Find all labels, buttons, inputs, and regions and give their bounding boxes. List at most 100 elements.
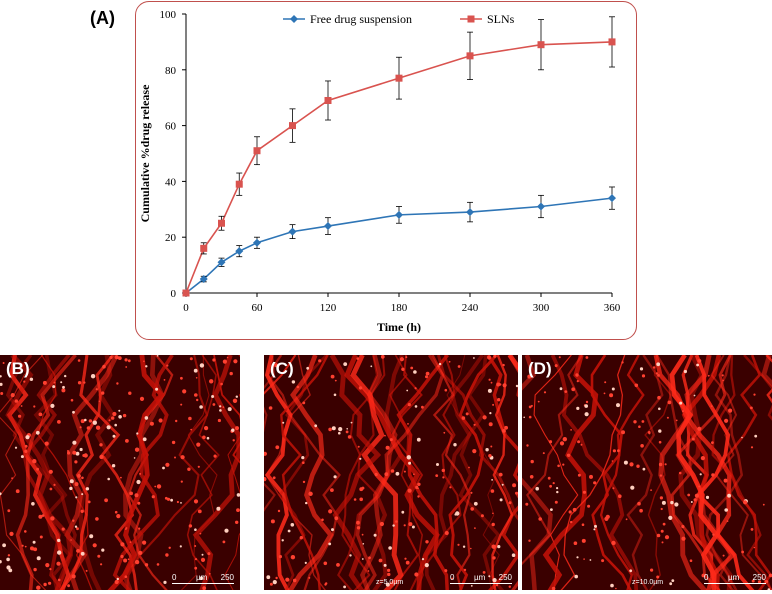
fluorescent-particle <box>50 516 55 521</box>
fluorescent-particle <box>129 491 134 496</box>
fluorescent-particle <box>118 415 122 419</box>
fluorescent-particle <box>275 445 280 450</box>
fluorescent-particle <box>570 520 573 524</box>
fluorescent-particle <box>610 583 614 588</box>
fluorescent-particle <box>693 498 697 502</box>
fluorescent-particle <box>511 553 516 557</box>
fluorescent-particle <box>414 572 419 577</box>
data-point <box>289 122 296 130</box>
fluorescent-particle <box>666 416 669 419</box>
fluorescent-particle <box>57 420 61 424</box>
micrograph-d: (D) z=10.0µm 0 µm 250 <box>522 355 772 590</box>
fluorescent-particle <box>57 538 61 543</box>
fluorescent-particle <box>661 541 664 544</box>
fluorescent-particle <box>76 527 79 531</box>
fluorescent-particle <box>576 556 579 559</box>
fluorescent-particle <box>575 373 579 377</box>
fluorescent-particle <box>69 479 74 484</box>
fluorescent-particle <box>443 431 446 434</box>
fluorescent-particle <box>449 486 452 489</box>
fluorescent-particle <box>681 525 685 529</box>
fluorescent-particle <box>282 421 285 424</box>
fluorescent-particle <box>142 437 147 442</box>
fluorescent-particle <box>7 509 11 513</box>
fluorescent-particle <box>15 489 20 494</box>
fluorescent-particle <box>658 429 662 433</box>
fluorescent-particle <box>492 578 497 583</box>
fluorescent-particle <box>697 359 702 363</box>
fluorescent-particle <box>24 530 27 533</box>
fluorescent-particle <box>128 391 132 395</box>
fluorescent-particle <box>361 533 364 536</box>
fluorescent-particle <box>143 360 145 363</box>
fluorescent-particle <box>437 365 440 368</box>
fluorescent-particle <box>550 508 553 511</box>
fluorescent-particle <box>712 533 715 536</box>
fluorescent-particle <box>388 546 392 550</box>
fluorescent-particle <box>61 388 66 393</box>
tissue-fiber <box>391 355 424 590</box>
fluorescent-particle <box>487 355 492 360</box>
fluorescent-particle <box>615 587 617 590</box>
fluorescent-particle <box>72 519 75 522</box>
fluorescent-particle <box>206 436 210 440</box>
fluorescent-particle <box>687 493 691 497</box>
fluorescent-particle <box>120 554 124 559</box>
fluorescent-particle <box>196 442 201 447</box>
fluorescent-particle <box>629 462 634 467</box>
fluorescent-particle <box>700 456 705 461</box>
fluorescent-particle <box>56 561 61 566</box>
fluorescent-particle <box>658 407 661 411</box>
fluorescent-particle <box>751 579 755 583</box>
fluorescent-particle <box>231 428 235 432</box>
fluorescent-particle <box>188 416 192 421</box>
fluorescent-particle <box>116 382 119 385</box>
fluorescent-particle <box>650 489 652 491</box>
fluorescent-particle <box>572 507 577 512</box>
scale-end-c: 250 <box>498 573 512 582</box>
fluorescent-particle <box>134 559 140 565</box>
fluorescent-particle <box>142 540 147 545</box>
fluorescent-particle <box>636 464 640 468</box>
fluorescent-particle <box>585 400 589 404</box>
fluorescent-particle <box>528 415 532 419</box>
x-tick-label: 240 <box>462 302 479 314</box>
fluorescent-particle <box>334 379 337 382</box>
fluorescent-particle <box>287 529 291 533</box>
fluorescent-particle <box>593 528 596 531</box>
fluorescent-particle <box>14 446 18 449</box>
fluorescent-particle <box>291 380 296 384</box>
fluorescent-particle <box>657 395 661 400</box>
fluorescent-particle <box>139 472 142 475</box>
fluorescent-particle <box>277 509 281 513</box>
fluorescent-particle <box>525 502 529 506</box>
fluorescent-particle <box>41 514 45 517</box>
fluorescent-particle <box>444 569 448 573</box>
fluorescent-particle <box>207 552 211 556</box>
panel-d-label: (D) <box>528 359 552 378</box>
fluorescent-particle <box>211 395 215 398</box>
fluorescent-particle <box>444 531 449 535</box>
fluorescent-particle <box>722 554 725 557</box>
fluorescent-particle <box>707 374 710 377</box>
fluorescent-particle <box>537 400 540 403</box>
fluorescent-particle <box>621 430 625 435</box>
fluorescent-particle <box>219 405 222 408</box>
fluorescent-particle <box>39 535 43 539</box>
fluorescent-particle <box>114 579 119 585</box>
fluorescent-particle <box>574 574 578 579</box>
fluorescent-particle <box>11 477 14 480</box>
fluorescent-particle <box>705 495 710 499</box>
tissue-fiber <box>344 355 440 590</box>
fluorescent-particle <box>657 374 660 377</box>
fluorescent-particle <box>637 501 641 506</box>
fluorescent-particle <box>290 523 295 527</box>
fluorescent-particle <box>79 426 82 429</box>
fluorescent-particle <box>387 572 391 577</box>
scale-end-b: 250 <box>220 573 234 582</box>
fluorescent-particle <box>361 558 364 560</box>
tissue-fiber <box>180 355 218 590</box>
fluorescent-particle <box>515 491 518 495</box>
fluorescent-particle <box>92 420 98 425</box>
scale-start-c: 0 <box>450 573 455 582</box>
